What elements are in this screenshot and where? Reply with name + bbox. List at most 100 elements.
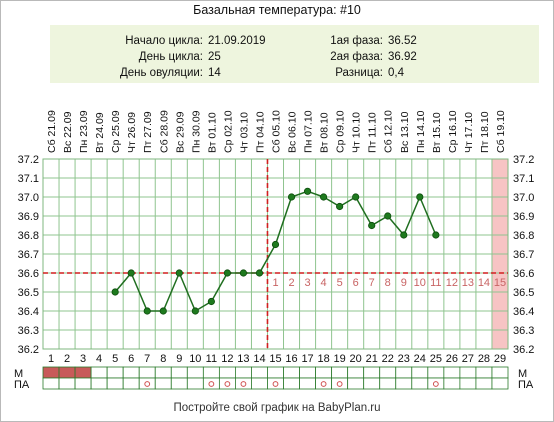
cycle-day-label: День цикла:: [138, 51, 203, 63]
temperature-line-segment: [274, 196, 293, 245]
post-ovulation-day-label: 9: [401, 277, 407, 289]
y-tick-label-left: 36.3: [18, 325, 39, 337]
pa-cell: [58, 377, 76, 390]
day-number-label: 16: [285, 353, 297, 365]
menses-cell: [122, 366, 140, 379]
pa-marker: [208, 381, 215, 387]
menses-cell: [411, 366, 429, 379]
temperature-line-segment: [178, 272, 197, 312]
y-tick-label-right: 36.7: [513, 249, 534, 261]
post-ovulation-day-label: 5: [337, 277, 343, 289]
temperature-point: [143, 307, 151, 315]
post-ovulation-day-label: 1: [272, 277, 278, 289]
temperature-line-segment: [258, 244, 277, 274]
ovulation-day-label: День овуляции:: [119, 67, 203, 79]
phase1-label: 1ая фаза:: [330, 35, 383, 47]
y-tick-label-right: 36.5: [513, 287, 534, 299]
temperature-point: [352, 193, 360, 201]
day-number-label: 9: [176, 353, 182, 365]
date-label: Сб 05.10: [271, 110, 283, 153]
temperature-point: [111, 288, 119, 296]
y-tick-label-left: 36.7: [18, 249, 39, 261]
post-ovulation-day-label: 4: [321, 277, 327, 289]
pa-cell: [186, 377, 204, 390]
menses-cell: [202, 366, 220, 379]
day-number-label: 25: [430, 353, 442, 365]
pa-cell: [475, 377, 493, 390]
temperature-line-segment: [403, 196, 421, 236]
pa-cell: [459, 377, 477, 390]
day-number-label: 8: [160, 353, 166, 365]
post-ovulation-day-label: 7: [369, 277, 375, 289]
phase2-value: 36.92: [388, 51, 417, 63]
temperature-line-segment: [162, 272, 180, 312]
menses-cell: [315, 366, 333, 379]
post-ovulation-day-label: 6: [353, 277, 359, 289]
menses-cell: [395, 366, 413, 379]
temperature-line-segment: [355, 196, 373, 226]
temperature-point: [400, 231, 408, 239]
temperature-point: [416, 193, 424, 201]
date-label: Сб 19.10: [495, 110, 507, 153]
pa-cell: [74, 377, 92, 390]
day-number-label: 17: [301, 353, 313, 365]
cycle-start-value: 21.09.2019: [208, 35, 266, 47]
menses-cell: [491, 366, 509, 379]
pa-cell: [202, 377, 220, 390]
date-label: Сб 12.10: [383, 110, 395, 153]
pa-cell: [170, 377, 188, 390]
post-ovulation-day-label: 12: [446, 277, 458, 289]
menses-cell: [379, 366, 397, 379]
day-number-label: 11: [206, 353, 217, 365]
menses-cell: [459, 366, 477, 379]
pa-cell: [235, 377, 252, 390]
temperature-point: [223, 269, 231, 277]
ovulation-day-value: 14: [208, 67, 221, 79]
y-tick-label-left: 37.0: [18, 192, 39, 204]
y-tick-label-right: 36.2: [513, 344, 534, 356]
y-tick-label-right: 36.4: [513, 306, 534, 318]
date-label: Пт 27.09: [142, 111, 154, 153]
day-number-label: 23: [398, 353, 410, 365]
pa-cell: [154, 377, 172, 390]
day-number-label: 10: [189, 353, 201, 365]
post-ovulation-day-label: 2: [288, 277, 294, 289]
date-label: Чт 03.10: [238, 112, 250, 153]
menses-cell: [347, 366, 365, 379]
menses-cell: [443, 366, 461, 379]
temperature-point: [432, 231, 440, 239]
menses-cell: [90, 366, 108, 379]
pa-marker: [144, 381, 151, 387]
menses-cell: [427, 366, 445, 379]
temperature-point: [271, 240, 280, 249]
y-tick-label-right: 37.2: [513, 154, 534, 166]
day-number-label: 20: [350, 353, 362, 365]
y-tick-label-left: 36.6: [18, 268, 39, 280]
pa-cell: [299, 377, 316, 390]
temperature-line-segment: [419, 196, 437, 236]
day-number-label: 14: [253, 353, 265, 365]
day-number-label: 29: [494, 353, 506, 365]
temperature-point: [255, 269, 264, 277]
date-label: Сб 21.09: [46, 110, 58, 153]
date-label: Ср 09.10: [335, 110, 347, 153]
day-number-label: 7: [144, 353, 150, 365]
day-number-label: 13: [237, 353, 249, 365]
pa-marker: [336, 381, 343, 387]
y-tick-label-left: 36.9: [18, 211, 39, 223]
pa-cell: [379, 377, 397, 390]
phase2-label: 2ая фаза:: [330, 51, 383, 63]
menses-row-label-left: М: [14, 368, 23, 380]
day-number-label: 12: [221, 353, 233, 365]
temperature-point: [191, 307, 199, 315]
pa-marker: [240, 381, 247, 387]
pa-cell: [42, 377, 60, 390]
pa-marker: [320, 381, 327, 387]
post-ovulation-day-label: 10: [414, 277, 426, 289]
temperature-point: [175, 269, 183, 277]
footer-text[interactable]: Постройте свой график на BabyPlan.ru: [173, 402, 381, 414]
y-tick-label-right: 36.6: [513, 268, 534, 280]
menses-cell: [154, 366, 172, 379]
temperature-point: [287, 193, 296, 201]
pa-row-label-right: ПА: [518, 379, 534, 391]
